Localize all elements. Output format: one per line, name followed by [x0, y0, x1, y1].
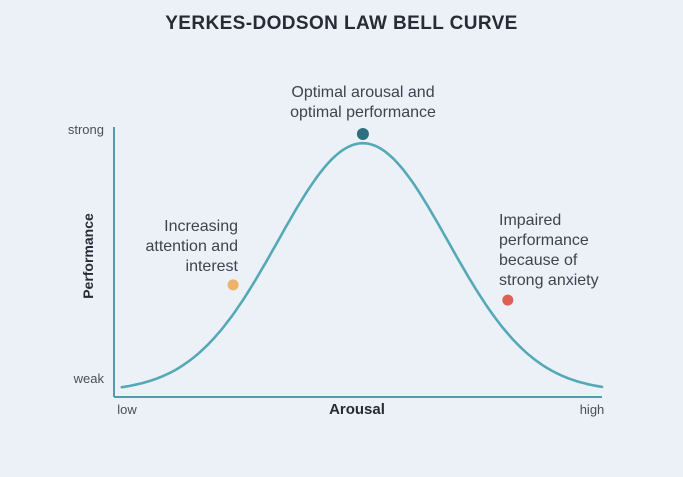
- y-tick-strong: strong: [67, 122, 104, 137]
- x-tick-low: low: [117, 402, 137, 417]
- annotation-impaired-performance: Impaired performance because of strong a…: [499, 212, 599, 289]
- x-axis-label: Arousal: [329, 401, 385, 418]
- chart-title: YERKES-DODSON LAW BELL CURVE: [165, 13, 518, 34]
- y-axis-label: Performance: [80, 213, 96, 299]
- annotation-dot: [227, 279, 239, 291]
- bell-curve-path: [120, 141, 604, 389]
- y-tick-weak: weak: [73, 371, 104, 386]
- x-tick-high: high: [579, 402, 605, 417]
- annotation-dot: [502, 294, 514, 306]
- annotation-dot: [356, 128, 369, 140]
- annotation-optimal-arousal: Optimal arousal and optimal performance: [290, 84, 436, 121]
- annotation-increasing-attention: Increasing attention and interest: [145, 218, 238, 275]
